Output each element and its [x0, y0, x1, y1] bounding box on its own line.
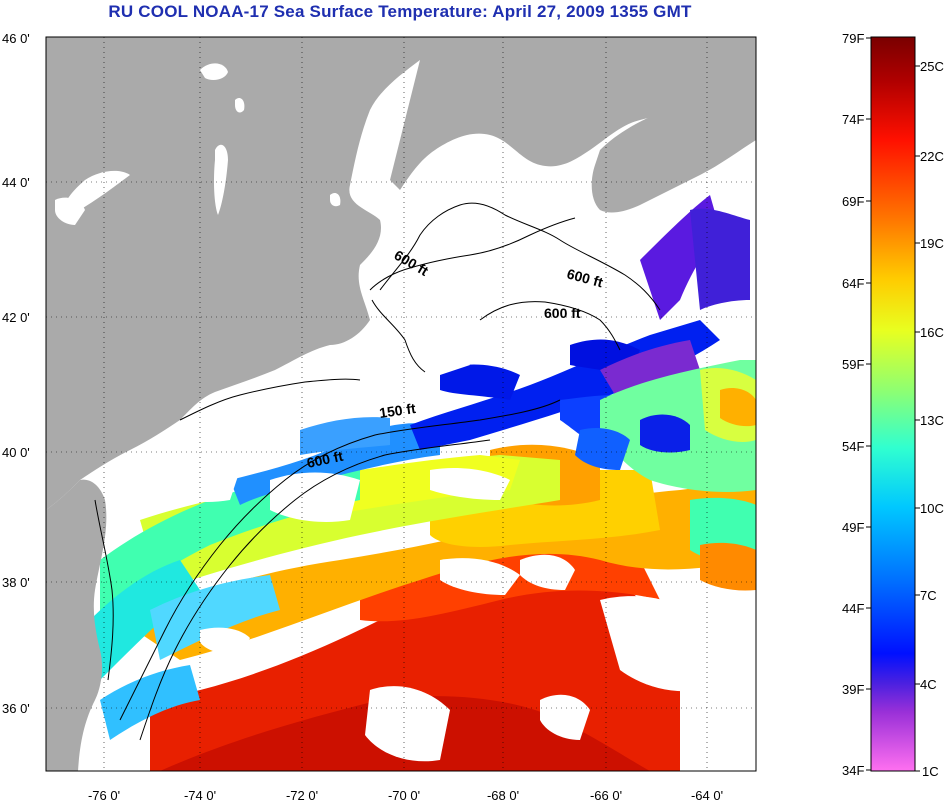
lat-label: 36 0'	[2, 701, 30, 716]
lon-label: -66 0'	[589, 788, 623, 803]
lat-label: 44 0'	[2, 175, 30, 190]
colorbar-c-label: 10C	[920, 501, 944, 516]
colorbar-f-label: 39F	[842, 682, 865, 697]
colorbar-c-label: 4C	[920, 677, 937, 692]
colorbar-c-label: 19C	[920, 236, 944, 251]
colorbar-f-label: 54F	[842, 439, 865, 454]
colorbar-f-label: 44F	[842, 601, 865, 616]
colorbar-f-label: 74F	[842, 112, 865, 127]
lon-label: -74 0'	[183, 788, 217, 803]
lat-label: 38 0'	[2, 575, 30, 590]
map-frame	[45, 36, 757, 772]
land	[46, 37, 756, 771]
lon-label: -64 0'	[690, 788, 724, 803]
isobath-label: 150 ft	[378, 400, 417, 421]
map-title: RU COOL NOAA-17 Sea Surface Temperature:…	[108, 2, 692, 21]
isobath-label: 600 ft	[544, 305, 581, 321]
isobath-label: 600 ft	[305, 448, 344, 471]
lat-label: 46 0'	[2, 31, 30, 46]
colorbar-c-label: 16C	[920, 325, 944, 340]
colorbar-f-label: 49F	[842, 520, 865, 535]
colorbar-c-label: 1C	[922, 764, 939, 779]
lon-label: -68 0'	[486, 788, 520, 803]
colorbar-ticks	[866, 37, 920, 772]
map-plot-area: 600 ft 600 ft 600 ft 150 ft 600 ft	[46, 37, 756, 771]
graticule	[46, 37, 756, 771]
coastline	[94, 217, 576, 681]
colorbar-f-label: 59F	[842, 357, 865, 372]
lon-label: -72 0'	[285, 788, 319, 803]
colorbar-f-label: 34F	[842, 763, 865, 778]
colorbar-f-label: 69F	[842, 194, 865, 209]
colorbar-f-label: 79F	[842, 31, 865, 46]
colorbar-c-label: 22C	[920, 149, 944, 164]
colorbar-c-label: 25C	[920, 59, 944, 74]
colorbar-c-label: 13C	[920, 413, 944, 428]
colorbar-c-label: 7C	[920, 588, 937, 603]
colorbar-f-label: 64F	[842, 276, 865, 291]
lat-label: 40 0'	[2, 445, 30, 460]
lon-label: -70 0'	[387, 788, 421, 803]
lat-label: 42 0'	[2, 310, 30, 325]
lon-label: -76 0'	[87, 788, 121, 803]
isobath-lines	[119, 202, 661, 741]
colorbar	[870, 36, 916, 772]
sst-field	[90, 195, 756, 771]
